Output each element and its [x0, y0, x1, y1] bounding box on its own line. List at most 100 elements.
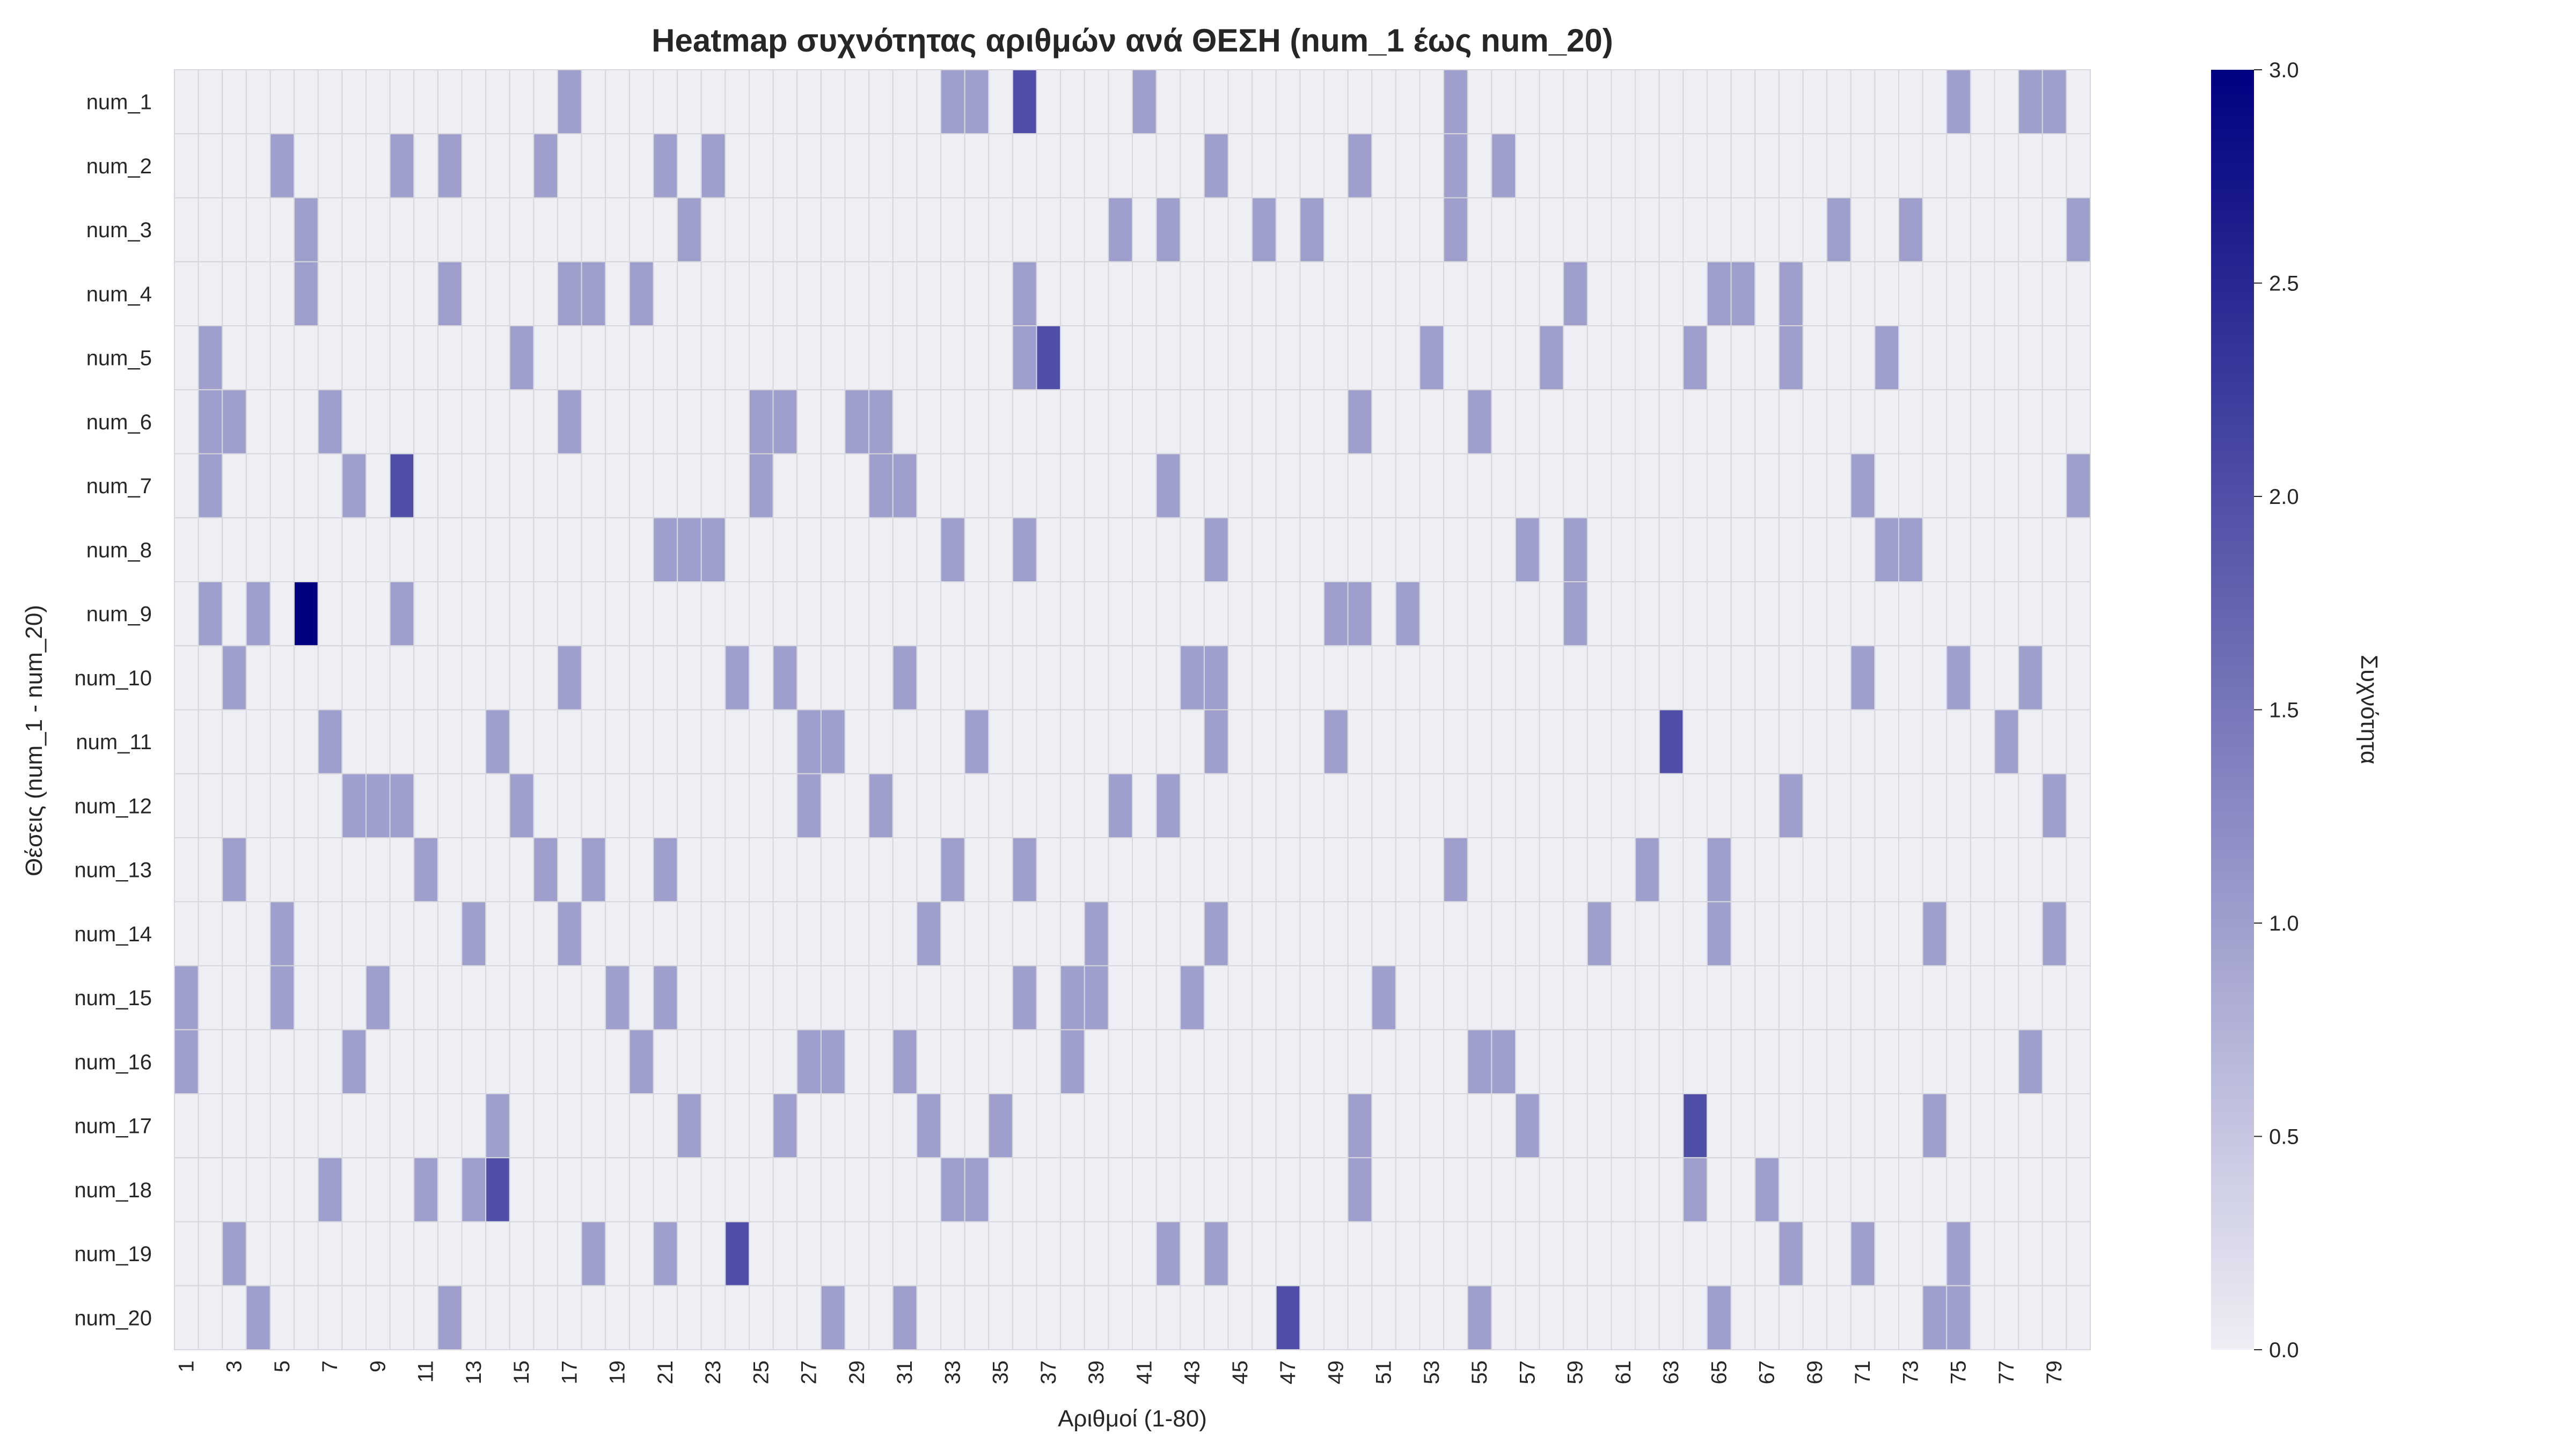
heatmap-cell — [653, 901, 678, 967]
heatmap-cell — [988, 901, 1013, 967]
heatmap-cell — [892, 1093, 918, 1159]
heatmap-cell — [1132, 645, 1157, 711]
heatmap-cell — [1299, 69, 1324, 135]
heatmap-cell — [461, 389, 487, 455]
heatmap-cell — [1467, 1157, 1492, 1223]
column-tick-label: 9 — [366, 1360, 390, 1372]
heatmap-cell — [1874, 1029, 1899, 1094]
heatmap-cell — [820, 389, 846, 455]
heatmap-cell — [1180, 901, 1205, 967]
heatmap-cell — [605, 1029, 630, 1094]
heatmap-cell — [700, 773, 726, 838]
heatmap-cell — [1012, 1221, 1037, 1286]
heatmap-cell — [1395, 517, 1421, 582]
heatmap-cell — [868, 261, 894, 326]
heatmap-cell — [2041, 69, 2067, 135]
heatmap-cell — [653, 1029, 678, 1094]
heatmap-cell — [1108, 901, 1133, 967]
heatmap-cell — [533, 901, 558, 967]
heatmap-cell — [294, 197, 319, 262]
heatmap-cell — [1395, 1285, 1421, 1350]
heatmap-cell — [1682, 197, 1708, 262]
heatmap-cell — [1707, 1029, 1732, 1094]
heatmap-cell — [988, 837, 1013, 903]
heatmap-cell — [1754, 1221, 1780, 1286]
heatmap-cell — [294, 709, 319, 774]
heatmap-cell — [1491, 69, 1516, 135]
heatmap-cell — [2018, 1157, 2043, 1223]
heatmap-cell — [269, 773, 295, 838]
heatmap-cell — [868, 773, 894, 838]
heatmap-cell — [341, 453, 367, 518]
heatmap-cell — [317, 389, 343, 455]
heatmap-cell — [1802, 837, 1828, 903]
heatmap-cell — [1180, 197, 1205, 262]
heatmap-cell — [485, 709, 510, 774]
heatmap-cell — [1132, 965, 1157, 1030]
heatmap-cell — [1371, 261, 1396, 326]
heatmap-cell — [1778, 1221, 1804, 1286]
heatmap-cell — [341, 517, 367, 582]
heatmap-cell — [1299, 709, 1324, 774]
heatmap-cell — [1611, 517, 1636, 582]
heatmap-cell — [1132, 709, 1157, 774]
heatmap-cell — [724, 581, 750, 647]
heatmap-cell — [1658, 1285, 1684, 1350]
heatmap-cell — [1491, 453, 1516, 518]
heatmap-cell — [844, 1029, 870, 1094]
heatmap-cell — [940, 1285, 965, 1350]
heatmap-cell — [1108, 773, 1133, 838]
heatmap-cell — [1563, 901, 1588, 967]
heatmap-cell — [533, 1221, 558, 1286]
heatmap-cell — [605, 325, 630, 391]
heatmap-cell — [916, 901, 941, 967]
heatmap-cell — [653, 453, 678, 518]
heatmap-cell — [1491, 581, 1516, 647]
heatmap-cell — [1084, 709, 1109, 774]
heatmap-grid — [174, 69, 2091, 1350]
heatmap-cell — [413, 965, 438, 1030]
heatmap-cell — [1155, 581, 1181, 647]
heatmap-cell — [724, 1285, 750, 1350]
heatmap-cell — [269, 645, 295, 711]
heatmap-cell — [677, 773, 702, 838]
heatmap-cell — [1682, 837, 1708, 903]
heatmap-cell — [437, 1221, 463, 1286]
heatmap-cell — [294, 1157, 319, 1223]
heatmap-cell — [1180, 1093, 1205, 1159]
column-tick-label: 1 — [174, 1360, 198, 1372]
heatmap-cell — [677, 901, 702, 967]
column-tick-label: 45 — [1228, 1360, 1252, 1385]
heatmap-cell — [2066, 837, 2091, 903]
heatmap-cell — [1419, 1029, 1445, 1094]
heatmap-cell — [317, 133, 343, 199]
heatmap-cell — [1515, 709, 1540, 774]
heatmap-cell — [1252, 261, 1277, 326]
heatmap-cell — [772, 325, 798, 391]
heatmap-cell — [1635, 645, 1660, 711]
heatmap-cell — [724, 1093, 750, 1159]
heatmap-cell — [1635, 1029, 1660, 1094]
heatmap-cell — [485, 773, 510, 838]
heatmap-cell — [413, 197, 438, 262]
heatmap-cell — [1946, 1157, 1971, 1223]
heatmap-cell — [389, 901, 415, 967]
heatmap-cell — [1467, 133, 1492, 199]
heatmap-cell — [1586, 389, 1612, 455]
heatmap-cell — [1539, 1093, 1564, 1159]
heatmap-cell — [1850, 1285, 1876, 1350]
heatmap-cell — [1036, 965, 1062, 1030]
heatmap-cell — [892, 453, 918, 518]
heatmap-cell — [988, 325, 1013, 391]
heatmap-cell — [1491, 133, 1516, 199]
heatmap-cell — [1874, 453, 1899, 518]
heatmap-cell — [1970, 69, 1995, 135]
heatmap-cell — [1323, 1029, 1349, 1094]
heatmap-cell — [1036, 197, 1062, 262]
heatmap-cell — [820, 1221, 846, 1286]
heatmap-cell — [844, 965, 870, 1030]
heatmap-cell — [1108, 645, 1133, 711]
heatmap-cell — [940, 1157, 965, 1223]
heatmap-cell — [389, 709, 415, 774]
heatmap-cell — [581, 1029, 606, 1094]
